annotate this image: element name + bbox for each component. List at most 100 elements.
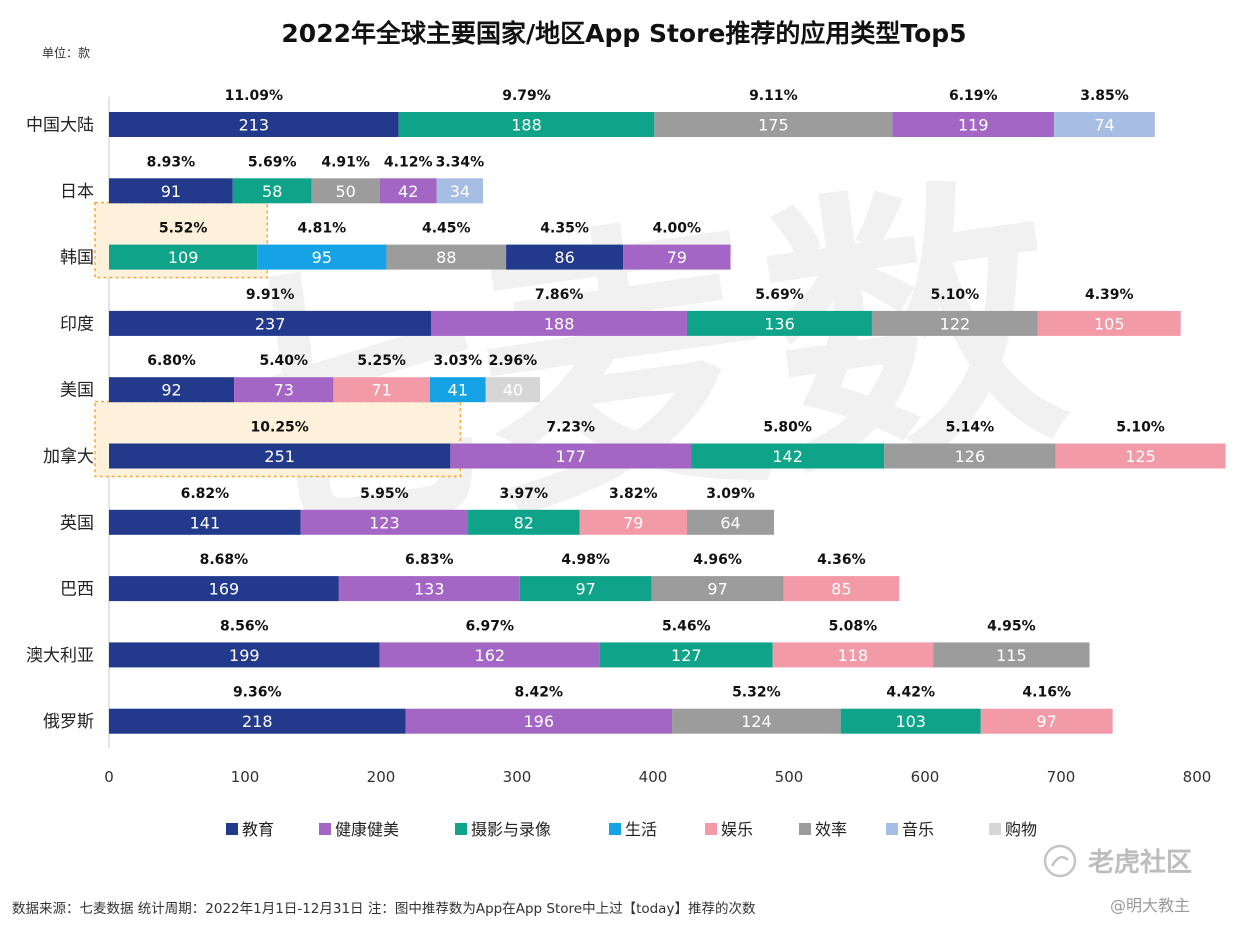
x-tick-label: 600 bbox=[911, 768, 940, 786]
value-label: 58 bbox=[262, 182, 282, 201]
bar-row: 印度 237 9.91% 188 7.86% 136 5.69% 122 5.10% 105 4.3… bbox=[60, 287, 1181, 336]
bar-segment bbox=[257, 244, 387, 270]
percent-label: 8.68% bbox=[200, 552, 249, 568]
value-label: 42 bbox=[398, 182, 418, 201]
country-label: 日本 bbox=[60, 182, 94, 202]
chart-title: 2022年全球主要国家/地区App Store推荐的应用类型Top5 bbox=[281, 19, 966, 48]
percent-label: 5.32% bbox=[732, 685, 781, 701]
country-label: 巴西 bbox=[60, 580, 94, 600]
value-label: 118 bbox=[838, 646, 869, 665]
percent-label: 4.45% bbox=[422, 221, 471, 237]
value-label: 237 bbox=[255, 314, 286, 333]
percent-label: 2.96% bbox=[489, 353, 538, 369]
bar-segment bbox=[579, 509, 687, 535]
legend-swatch bbox=[705, 823, 717, 835]
value-label: 64 bbox=[720, 513, 740, 532]
brand-watermark: 老虎社区 @明大教主 bbox=[1043, 844, 1192, 915]
value-label: 123 bbox=[369, 513, 400, 532]
bar-segment bbox=[234, 377, 334, 403]
value-label: 95 bbox=[312, 248, 332, 267]
percent-label: 5.14% bbox=[946, 420, 995, 436]
unit-label: 单位：款 bbox=[42, 45, 90, 60]
percent-label: 3.85% bbox=[1080, 88, 1129, 104]
value-label: 34 bbox=[450, 182, 470, 201]
bar-segment bbox=[109, 443, 451, 469]
x-tick-label: 700 bbox=[1047, 768, 1076, 786]
bar-segment bbox=[884, 443, 1056, 469]
percent-label: 4.35% bbox=[540, 221, 589, 237]
bar-segment bbox=[468, 509, 580, 535]
bar-row: 澳大利亚 199 8.56% 162 6.97% 127 5.46% 118 5.08% 115 4… bbox=[26, 618, 1090, 668]
country-label: 中国大陆 bbox=[26, 116, 94, 136]
x-tick-label: 300 bbox=[503, 768, 532, 786]
legend-label: 教育 bbox=[242, 820, 274, 839]
percent-label: 5.69% bbox=[248, 154, 297, 170]
value-label: 188 bbox=[544, 314, 575, 333]
bar-row: 美国 92 6.80% 73 5.40% 71 5.25% 41 3.03% 40 2.96% bbox=[60, 353, 541, 403]
value-label: 142 bbox=[772, 447, 803, 466]
bar-segment bbox=[654, 112, 893, 137]
value-label: 71 bbox=[372, 381, 392, 400]
bar-segment bbox=[783, 576, 900, 602]
percent-label: 8.93% bbox=[147, 154, 196, 170]
bar-rows: 中国大陆 213 11.09% 188 9.79% 175 9.11% 119 6.19% 74 3… bbox=[26, 88, 1226, 734]
x-tick-label: 200 bbox=[367, 768, 396, 786]
percent-label: 4.42% bbox=[886, 685, 935, 701]
percent-label: 5.95% bbox=[360, 486, 409, 502]
country-label: 美国 bbox=[60, 381, 94, 401]
value-label: 141 bbox=[190, 513, 221, 532]
value-label: 97 bbox=[576, 580, 596, 599]
legend-swatch bbox=[989, 823, 1001, 835]
value-label: 73 bbox=[274, 381, 294, 400]
percent-label: 5.69% bbox=[755, 287, 804, 303]
brand-logo-icon bbox=[1043, 844, 1077, 878]
legend-label: 健康健美 bbox=[335, 820, 399, 839]
percent-label: 4.96% bbox=[693, 552, 742, 568]
percent-label: 6.19% bbox=[949, 88, 998, 104]
bar-segment bbox=[519, 576, 652, 602]
country-label: 英国 bbox=[60, 513, 94, 533]
bar-segment bbox=[109, 642, 380, 668]
value-label: 79 bbox=[623, 513, 643, 532]
legend-swatch bbox=[799, 823, 811, 835]
percent-label: 5.10% bbox=[931, 287, 980, 303]
x-tick-label: 400 bbox=[639, 768, 668, 786]
percent-label: 3.97% bbox=[500, 486, 549, 502]
bar-segment bbox=[109, 310, 432, 336]
country-label: 加拿大 bbox=[43, 446, 94, 467]
value-label: 124 bbox=[741, 712, 772, 731]
bar-segment bbox=[871, 310, 1038, 336]
bar-segment bbox=[386, 244, 507, 270]
legend-swatch bbox=[609, 823, 621, 835]
value-label: 175 bbox=[758, 116, 789, 135]
country-label: 俄罗斯 bbox=[43, 712, 94, 732]
bar-segment bbox=[109, 178, 233, 204]
percent-label: 9.91% bbox=[246, 287, 295, 303]
percent-label: 4.00% bbox=[653, 221, 702, 237]
legend-label: 摄影与录像 bbox=[471, 820, 551, 839]
legend-label: 娱乐 bbox=[721, 820, 753, 839]
bar-row: 中国大陆 213 11.09% 188 9.79% 175 9.11% 119 6.19% 74 3… bbox=[26, 88, 1155, 137]
bar-segment bbox=[109, 576, 339, 602]
bar-segment bbox=[405, 708, 673, 734]
bar-segment bbox=[1055, 443, 1226, 469]
bar-segment bbox=[599, 642, 773, 668]
value-label: 133 bbox=[414, 580, 445, 599]
percent-label: 5.46% bbox=[662, 618, 711, 634]
x-tick-label: 100 bbox=[231, 768, 260, 786]
bar-segment bbox=[232, 178, 312, 204]
bar-segment bbox=[687, 509, 775, 535]
value-label: 136 bbox=[764, 314, 795, 333]
percent-label: 11.09% bbox=[225, 88, 283, 104]
value-label: 41 bbox=[448, 381, 468, 400]
bar-segment bbox=[436, 178, 483, 204]
value-label: 91 bbox=[161, 182, 181, 201]
percent-label: 3.34% bbox=[436, 154, 485, 170]
value-label: 74 bbox=[1094, 116, 1114, 135]
bar-segment bbox=[311, 178, 380, 204]
percent-label: 6.80% bbox=[147, 353, 196, 369]
bar-row: 巴西 169 8.68% 133 6.83% 97 4.98% 97 4.96% 85 4.36% bbox=[60, 552, 900, 602]
x-axis-ticks: 0 100 200 300 400 500 600 700 800 bbox=[104, 768, 1211, 786]
value-label: 199 bbox=[229, 646, 260, 665]
